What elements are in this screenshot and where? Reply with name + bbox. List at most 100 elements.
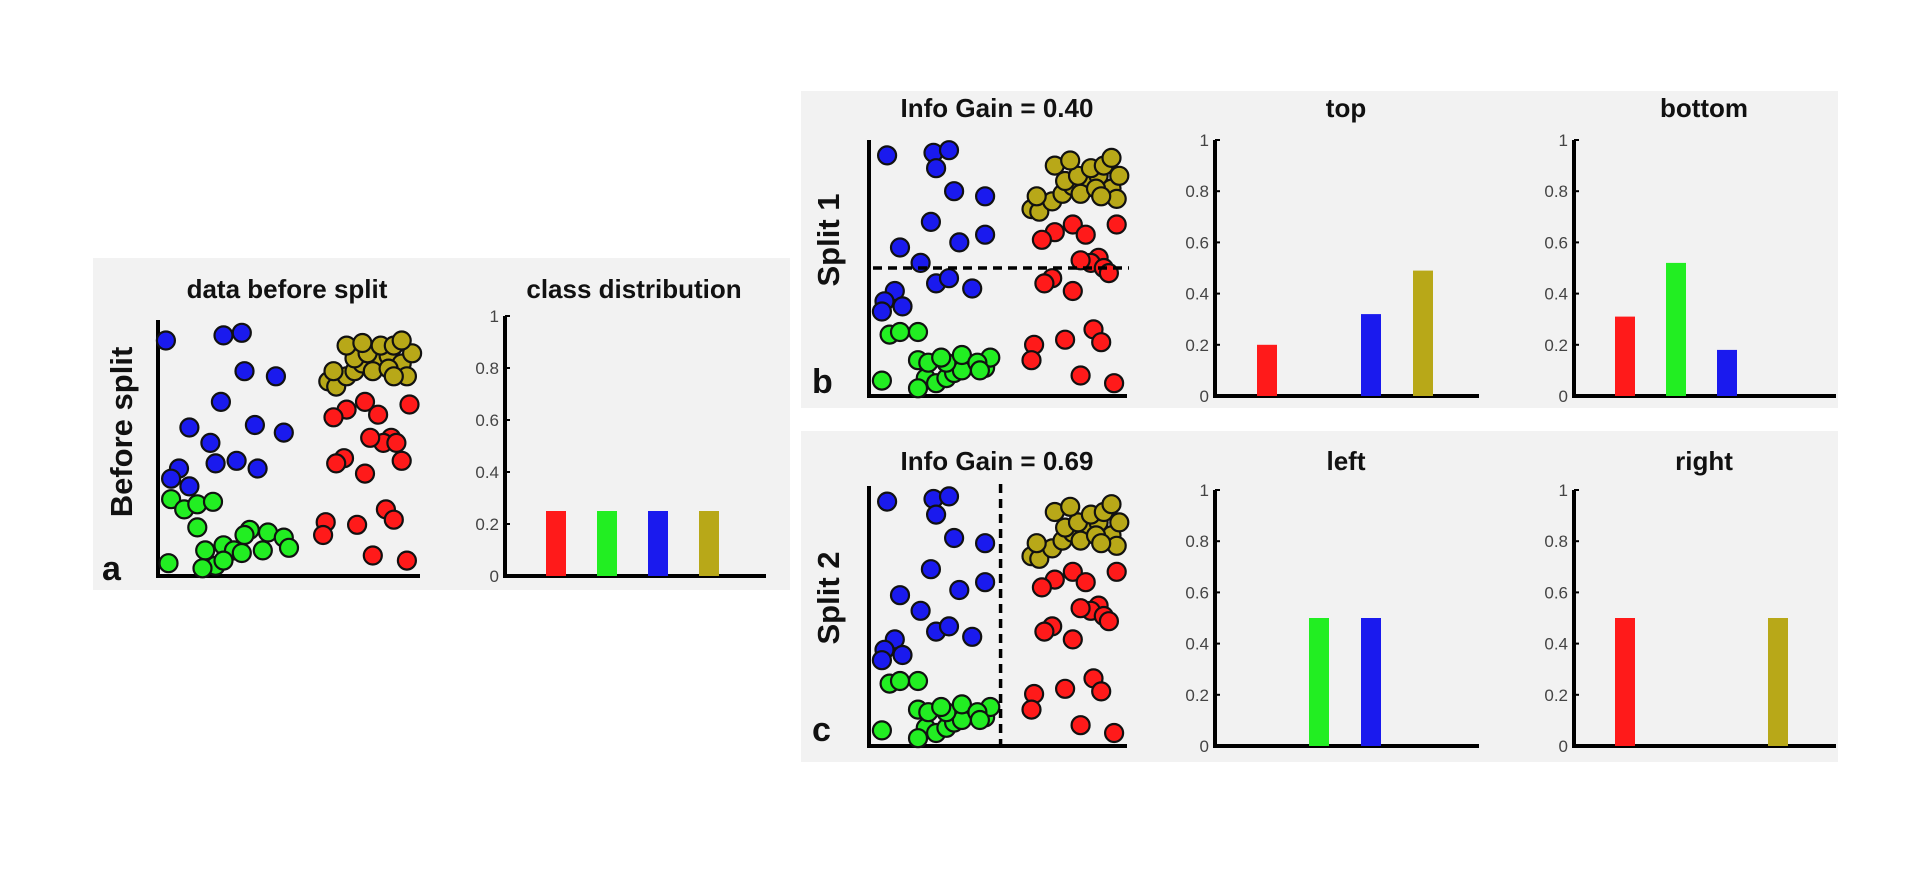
data-point-blue: [889, 585, 911, 606]
bar-red: [546, 511, 566, 576]
data-point-red: [360, 427, 381, 448]
data-point-blue: [161, 468, 182, 489]
data-point-olive: [1101, 147, 1122, 168]
data-point-green: [951, 694, 973, 715]
data-point-red: [1054, 329, 1076, 350]
data-point-blue: [892, 644, 913, 666]
data-point-blue: [205, 453, 226, 474]
y-tick-label: 0.4: [1544, 285, 1568, 304]
y-tick-label: 0.4: [1544, 635, 1568, 654]
title-c-bar-left: left: [1327, 446, 1366, 476]
data-point-olive: [1091, 533, 1112, 554]
y-tick-label: 0.2: [1185, 336, 1209, 355]
data-point-green: [907, 321, 929, 343]
title-c-bar-right: right: [1675, 446, 1733, 476]
data-point-red: [1034, 273, 1055, 294]
y-tick-label: 0.6: [1185, 583, 1209, 602]
panel-letter-b: b: [812, 363, 833, 401]
data-point-red: [326, 453, 347, 474]
data-point-green: [213, 550, 234, 571]
y-tick-label: 0.4: [475, 463, 499, 482]
y-tick-label: 0.8: [1544, 182, 1568, 201]
data-point-red: [1062, 280, 1083, 302]
data-point-green: [931, 347, 952, 368]
data-point-red: [1091, 681, 1112, 702]
data-point-blue: [943, 527, 965, 549]
bar-red: [1615, 316, 1635, 396]
data-point-red: [368, 404, 389, 425]
y-tick-label: 0.8: [1544, 532, 1568, 551]
data-point-green: [158, 553, 179, 574]
data-point-red: [313, 524, 334, 546]
data-point-blue: [179, 476, 200, 497]
data-point-olive: [1109, 512, 1130, 533]
chart-a-scatter: [155, 320, 423, 579]
bar-blue: [648, 511, 668, 576]
data-point-blue: [925, 158, 947, 179]
data-point-green: [161, 489, 182, 510]
data-point-red: [1103, 373, 1125, 394]
data-point-red: [347, 514, 368, 535]
y-tick-label: 0.2: [1544, 686, 1568, 705]
bar-olive: [1413, 270, 1433, 396]
data-point-green: [202, 491, 224, 512]
y-tick-label: 0.8: [1185, 532, 1209, 551]
data-point-blue: [200, 432, 221, 453]
y-tick-label: 1: [1559, 481, 1568, 500]
data-point-olive: [1101, 494, 1122, 515]
data-point-red: [1091, 332, 1112, 353]
data-point-blue: [226, 450, 247, 471]
y-tick-label: 1: [1200, 481, 1209, 500]
data-point-olive: [1060, 496, 1081, 517]
data-point-red: [1070, 250, 1091, 271]
data-point-blue: [265, 366, 286, 387]
data-point-red: [1075, 572, 1096, 593]
data-point-red: [323, 407, 344, 428]
data-point-blue: [155, 330, 176, 351]
data-point-red: [1054, 678, 1076, 699]
data-point-blue: [892, 296, 913, 317]
data-point-blue: [938, 486, 960, 507]
data-point-red: [399, 394, 420, 415]
y-tick-label: 0.4: [1185, 635, 1209, 654]
data-point-olive: [383, 366, 404, 387]
data-point-green: [907, 670, 929, 692]
data-point-red: [1034, 621, 1055, 642]
data-point-blue: [910, 600, 931, 621]
data-point-red: [1070, 715, 1091, 736]
title-a-bar: class distribution: [526, 274, 741, 304]
y-tick-label: 1: [1200, 131, 1209, 150]
y-tick-label: 0: [1200, 737, 1209, 756]
data-point-blue: [889, 237, 911, 258]
data-point-blue: [273, 422, 294, 443]
data-point-blue: [949, 232, 970, 253]
y-tick-label: 0.4: [1185, 285, 1209, 304]
data-point-olive: [1091, 186, 1112, 207]
data-point-red: [1106, 561, 1127, 582]
data-point-red: [354, 391, 376, 412]
data-point-blue: [938, 616, 960, 637]
data-point-green: [931, 696, 952, 718]
y-tick-label: 0: [1559, 737, 1568, 756]
title-b-scatter: Info Gain = 0.40: [901, 93, 1094, 123]
data-point-blue: [247, 458, 268, 479]
panel-letter-a: a: [102, 550, 122, 588]
chart-b-bar-top: 0 0.2 0.4 0.6 0.8 1: [1185, 131, 1479, 406]
data-point-red: [1031, 229, 1053, 250]
data-point-blue: [920, 559, 942, 580]
bar-red: [1257, 344, 1277, 396]
chart-b-scatter: [867, 140, 1130, 399]
data-point-blue: [876, 491, 898, 512]
data-point-olive: [391, 330, 412, 351]
data-point-olive: [1026, 186, 1047, 207]
data-point-red: [1021, 699, 1042, 720]
data-point-blue: [974, 533, 996, 554]
data-point-green: [192, 558, 213, 579]
bar-green: [1309, 618, 1329, 746]
data-point-blue: [974, 224, 996, 245]
data-point-blue: [179, 417, 200, 438]
data-point-green: [889, 321, 911, 343]
data-point-blue: [871, 301, 893, 322]
data-point-green: [889, 670, 911, 692]
